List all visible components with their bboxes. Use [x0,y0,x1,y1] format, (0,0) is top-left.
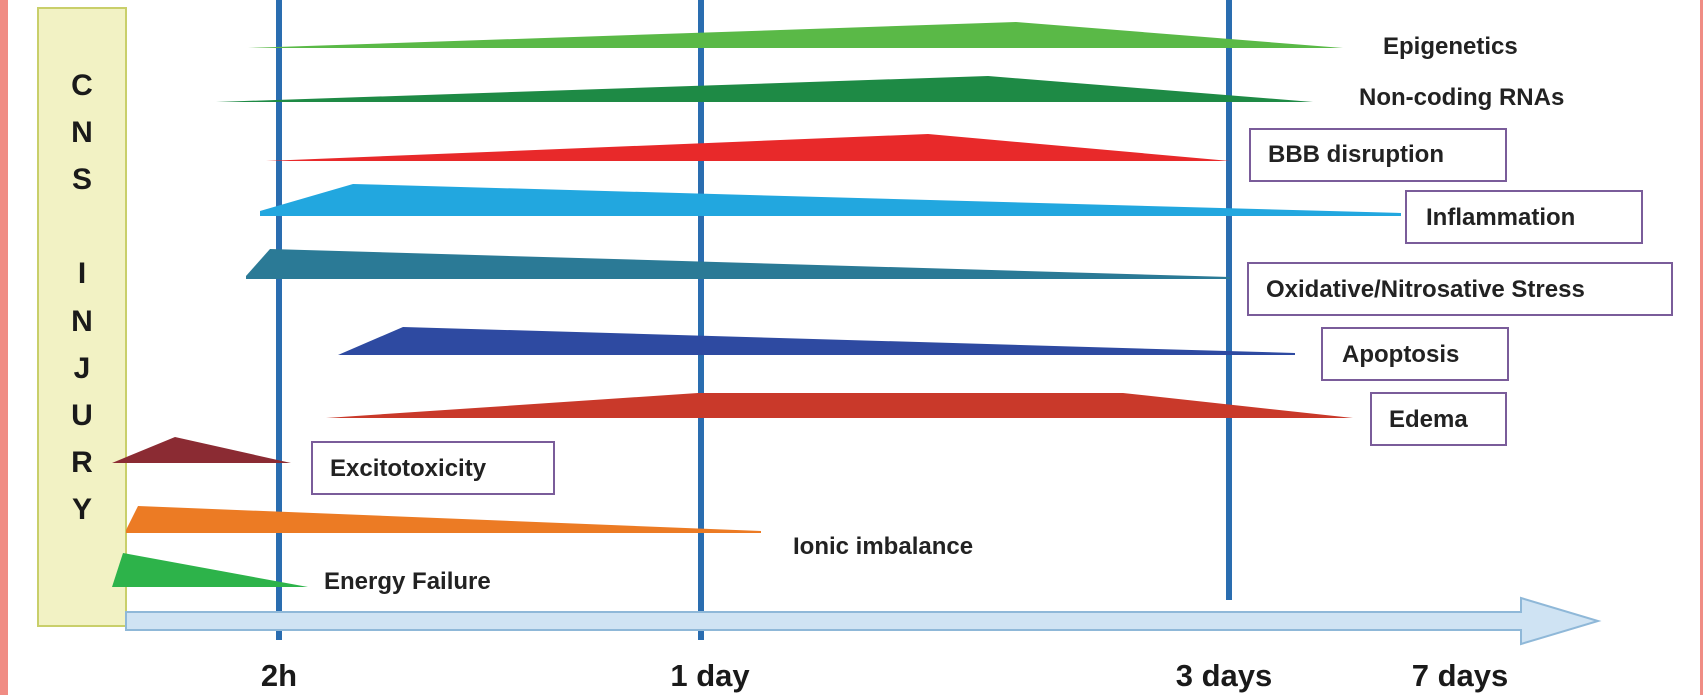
time-tick-labels: 2h 1 day 3 days 7 days [261,658,1508,693]
ionic-imbalance-label: Ionic imbalance [793,533,973,560]
inflammation-wedge [260,184,1401,216]
excitotoxicity-label-box [311,441,555,495]
process-wedges [112,22,1401,587]
time-axis-arrow [125,596,1602,646]
epigenetics-wedge [248,22,1343,48]
bbb-disruption-label-box [1249,128,1507,182]
apoptosis-label-box [1321,327,1509,381]
injury-letter: Y [72,493,92,526]
injury-letter: J [74,352,91,385]
injury-letter: R [71,446,93,479]
tick-1-day: 1 day [670,658,750,693]
apoptosis-wedge [338,327,1295,355]
ionic-imbalance-wedge [126,506,761,533]
bbb-disruption-label: BBB disruption [1268,141,1444,168]
non-coding-rnas-wedge [216,76,1313,102]
injury-letter: U [71,399,93,432]
energy-failure-label: Energy Failure [324,568,491,595]
oxidative-stress-wedge [246,249,1230,279]
diagram-canvas: C N S I N J U R Y Epigenetics Non-coding… [8,0,1700,695]
apoptosis-label: Apoptosis [1342,341,1459,368]
edema-label-box [1370,392,1507,446]
injury-letter: I [78,257,86,290]
injury-letter: N [71,305,93,338]
excitotoxicity-label: Excitotoxicity [330,455,487,482]
tick-3-days: 3 days [1176,658,1273,693]
tick-2h: 2h [261,658,297,693]
epigenetics-label: Epigenetics [1383,33,1518,60]
inflammation-label-box [1405,190,1643,244]
energy-failure-wedge [112,553,308,587]
cns-letter: N [71,116,93,149]
cns-letter: C [71,69,93,102]
edema-label: Edema [1389,406,1468,433]
excitotoxicity-wedge [112,437,291,463]
cns-letter: S [72,163,92,196]
process-labels: Epigenetics Non-coding RNAs BBB disrupti… [311,33,1673,595]
inflammation-label: Inflammation [1426,204,1575,231]
cns-injury-timeline-diagram: C N S I N J U R Y Epigenetics Non-coding… [37,0,1673,693]
non-coding-rnas-label: Non-coding RNAs [1359,84,1564,111]
edema-wedge [326,393,1353,418]
cns-injury-panel [37,7,127,627]
bbb-disruption-wedge [266,134,1230,161]
oxidative-stress-label: Oxidative/Nitrosative Stress [1266,276,1585,303]
tick-7-days: 7 days [1412,658,1509,693]
cns-injury-vertical-text: C N S I N J U R Y [71,69,93,526]
oxidative-stress-label-box [1247,262,1673,316]
